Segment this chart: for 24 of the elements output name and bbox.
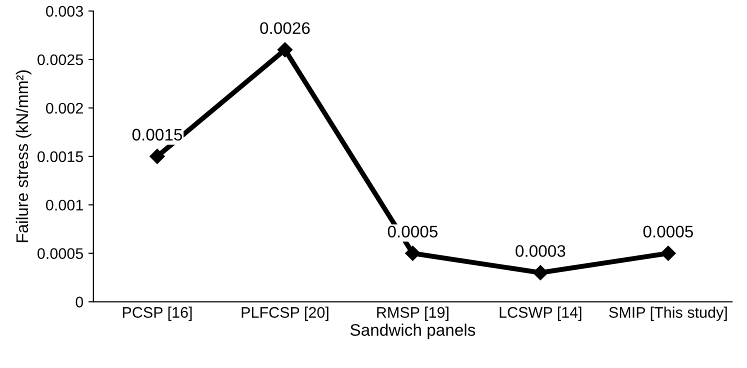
y-tick-label: 0 — [76, 296, 84, 308]
x-axis-title: Sandwich panels — [350, 324, 476, 340]
x-tick-label: SMIP [This study] — [609, 306, 727, 321]
data-label: 0.0005 — [388, 226, 438, 238]
x-tick-label: PLFCSP [20] — [242, 306, 328, 321]
y-axis-title: Failure stress (kN/mm²) — [16, 70, 32, 242]
x-tick-label: RMSP [19] — [377, 306, 448, 321]
point — [660, 246, 676, 261]
point — [405, 246, 420, 261]
point — [532, 265, 548, 280]
x-tick-label: PCSP [16] — [122, 306, 192, 321]
y-tick-label: 0.0025 — [38, 54, 84, 66]
y-tick-label: 0.0005 — [38, 248, 84, 259]
data-label: 0.0026 — [260, 22, 310, 34]
point — [150, 148, 165, 164]
y-tick-label: 0.002 — [46, 102, 83, 114]
data-label: 0.0005 — [643, 226, 693, 238]
data-label: 0.0003 — [516, 245, 566, 257]
y-tick-label: 0.0015 — [38, 151, 84, 162]
y-tick-label: 0.003 — [46, 6, 83, 17]
x-tick-label: LCSWP [14] — [500, 306, 582, 321]
point — [277, 42, 293, 58]
data-label: 0.0015 — [132, 128, 182, 141]
y-tick-label: 0.001 — [46, 200, 83, 211]
